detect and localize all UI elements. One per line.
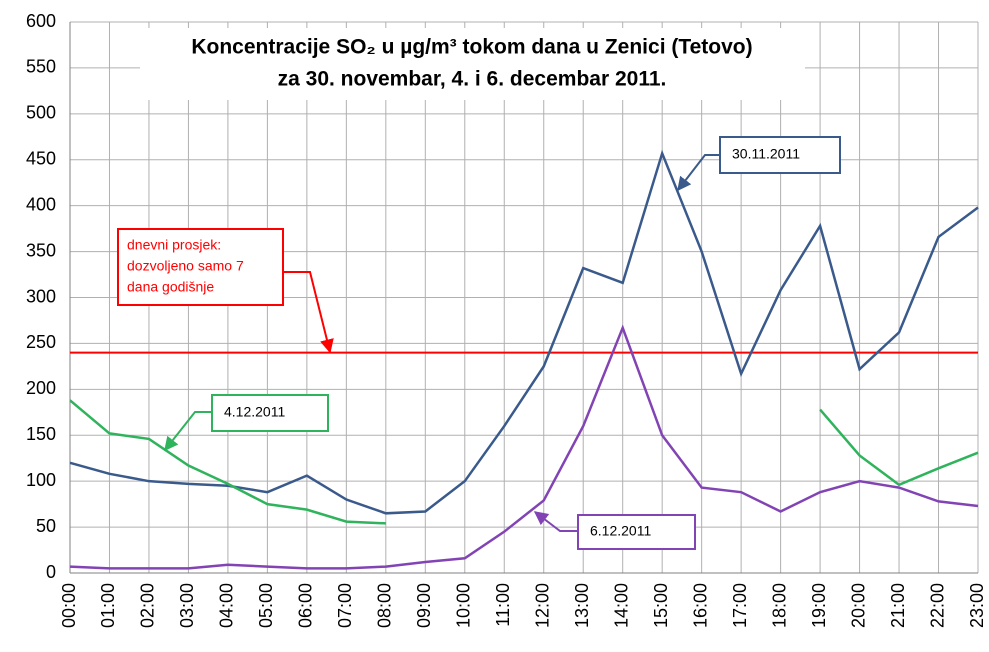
x-tick-label: 03:00 [177, 583, 197, 628]
x-tick-label: 16:00 [690, 583, 710, 628]
x-tick-label: 10:00 [454, 583, 474, 628]
callout-label: 4.12.2011 [224, 404, 285, 420]
x-tick-label: 18:00 [769, 583, 789, 628]
x-tick-label: 08:00 [375, 583, 395, 628]
x-tick-label: 12:00 [532, 583, 552, 628]
y-tick-label: 550 [26, 57, 56, 77]
x-tick-label: 15:00 [651, 583, 671, 628]
y-tick-label: 300 [26, 286, 56, 306]
x-tick-label: 19:00 [809, 583, 829, 628]
x-tick-label: 02:00 [138, 583, 158, 628]
x-tick-label: 22:00 [927, 583, 947, 628]
callout-label: 30.11.2011 [732, 146, 800, 162]
callout-arrow [283, 271, 334, 354]
callout-box [719, 136, 841, 174]
chart-title: Koncentracije SO₂ u µg/m³ tokom dana u Z… [191, 36, 752, 59]
x-tick-label: 13:00 [572, 583, 592, 628]
y-tick-label: 100 [26, 470, 56, 490]
y-tick-label: 500 [26, 103, 56, 123]
y-tick-label: 350 [26, 240, 56, 260]
callout-label: dana godišnje [127, 279, 214, 295]
callout-arrow [533, 511, 578, 532]
x-tick-label: 23:00 [967, 583, 987, 628]
y-tick-label: 400 [26, 194, 56, 214]
series-line [69, 149, 979, 515]
y-tick-label: 450 [26, 149, 56, 169]
callout-label: 6.12.2011 [590, 523, 651, 539]
x-tick-label: 06:00 [296, 583, 316, 628]
x-tick-label: 09:00 [414, 583, 434, 628]
x-tick-label: 01:00 [98, 583, 118, 628]
y-tick-label: 0 [46, 562, 56, 582]
callout-box [117, 228, 284, 306]
x-tick-label: 04:00 [217, 583, 237, 628]
chart-title: za 30. novembar, 4. i 6. decembar 2011. [278, 68, 667, 91]
callout-arrow [677, 154, 720, 192]
callout-label: dnevni prosjek: [127, 237, 221, 253]
y-tick-label: 50 [36, 516, 56, 536]
x-tick-label: 05:00 [256, 583, 276, 628]
x-tick-label: 00:00 [59, 583, 79, 628]
x-tick-label: 20:00 [848, 583, 868, 628]
y-tick-label: 150 [26, 424, 56, 444]
x-tick-label: 21:00 [888, 583, 908, 628]
y-tick-label: 600 [26, 11, 56, 31]
title-bg [140, 28, 805, 100]
y-tick-label: 250 [26, 332, 56, 352]
series-line [69, 324, 979, 570]
callout-label: dozvoljeno samo 7 [127, 258, 244, 274]
x-tick-label: 11:00 [493, 583, 513, 627]
x-tick-label: 07:00 [335, 583, 355, 628]
callout-box [577, 514, 696, 550]
x-tick-label: 17:00 [730, 583, 750, 628]
x-tick-label: 14:00 [611, 583, 631, 628]
callout-arrow [164, 411, 212, 452]
callout-box [211, 394, 329, 432]
series-line [69, 399, 979, 525]
y-tick-label: 200 [26, 378, 56, 398]
